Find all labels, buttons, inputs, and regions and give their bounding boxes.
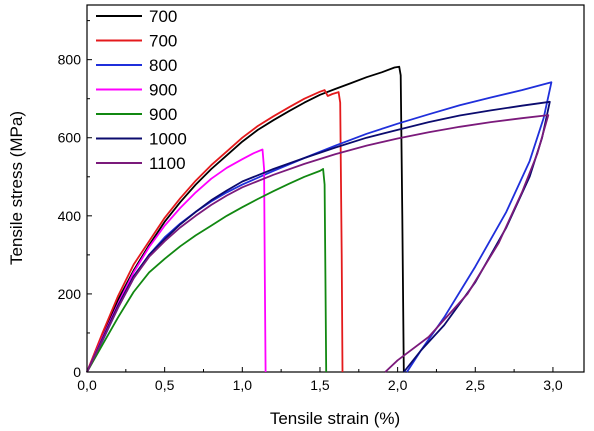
x-tick-label: 0,0 xyxy=(77,377,97,393)
y-tick-label: 600 xyxy=(58,130,82,146)
series-line-5 xyxy=(86,168,328,373)
x-tick-label: 3,0 xyxy=(543,377,563,393)
series-line-7 xyxy=(86,114,550,373)
y-tick-label: 400 xyxy=(58,208,82,224)
legend-label: 800 xyxy=(149,56,177,75)
x-tick-label: 2,5 xyxy=(466,377,486,393)
y-tick-label: 800 xyxy=(58,52,82,68)
x-tick-label: 1,5 xyxy=(310,377,330,393)
y-axis-title: Tensile stress (MPa) xyxy=(7,111,26,265)
legend-label: 1100 xyxy=(149,154,186,173)
legend-label: 1000 xyxy=(149,130,187,149)
legend-label: 900 xyxy=(149,105,177,124)
series-line-2 xyxy=(86,89,344,373)
series-line-1 xyxy=(86,65,405,373)
x-tick-label: 1,0 xyxy=(233,377,253,393)
legend-label: 900 xyxy=(149,81,177,100)
legend-label: 700 xyxy=(149,7,177,26)
legend: 700 700 800 900 900 1000 1100 xyxy=(96,7,187,173)
x-axis-title: Tensile strain (%) xyxy=(270,409,400,428)
y-tick-label: 0 xyxy=(73,364,81,380)
x-tick-label: 2,0 xyxy=(388,377,408,393)
plot-frame xyxy=(86,4,585,373)
series-line-3 xyxy=(86,81,553,373)
series-line-4 xyxy=(86,148,267,373)
ticks-layer: 0,0 0,5 1,0 1,5 2,0 2,5 3,0 0 200 400 600 800 xyxy=(58,20,563,393)
y-tick-label: 200 xyxy=(58,286,82,302)
legend-label: 700 xyxy=(149,32,177,51)
x-tick-label: 0,5 xyxy=(155,377,175,393)
series-layer xyxy=(86,65,553,373)
